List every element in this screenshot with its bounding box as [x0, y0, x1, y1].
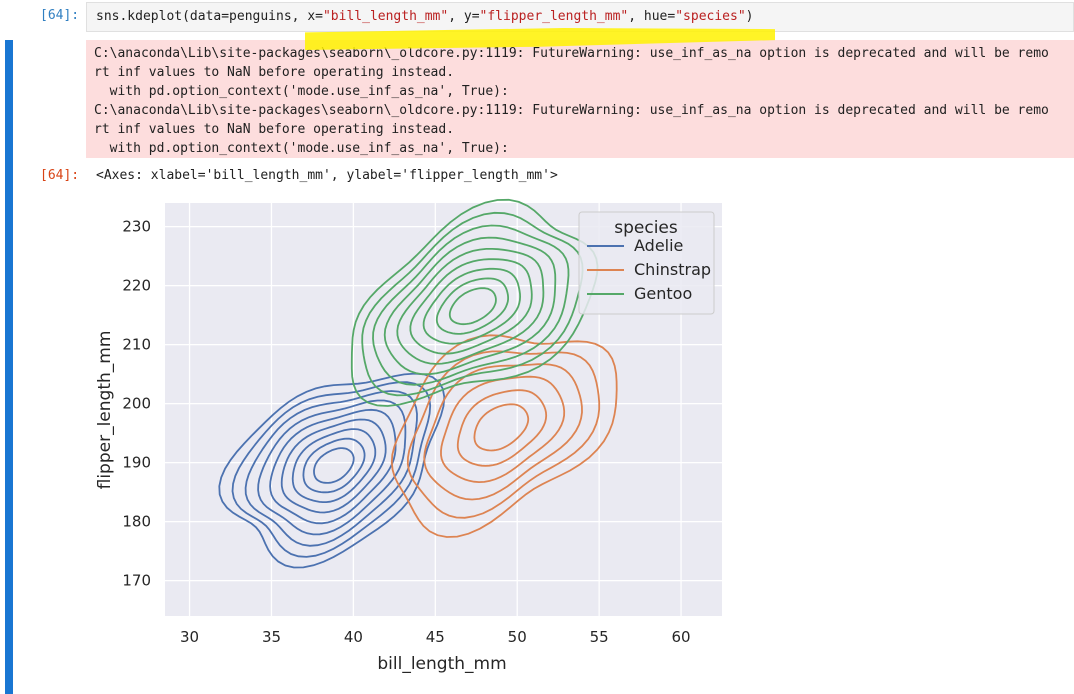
- x-tick-label: 35: [262, 628, 281, 646]
- code-x-string: "bill_length_mm": [322, 9, 449, 24]
- legend: species Adelie Chinstrap Gentoo: [578, 211, 715, 315]
- code-sep2: , hue=: [628, 9, 676, 24]
- code-y-string: "flipper_length_mm": [479, 9, 629, 24]
- stderr-line: with pd.option_context('mode.use_inf_as_…: [94, 84, 509, 99]
- code-line: sns.kdeplot(data=penguins, x="bill_lengt…: [96, 9, 754, 24]
- contour-line: [396, 248, 545, 365]
- code-fn: sns.kdeplot(data=penguins, x=: [96, 9, 323, 24]
- x-tick-label: 30: [180, 628, 199, 646]
- contour-line: [302, 437, 366, 494]
- contour-line: [473, 403, 530, 452]
- contour-line: [257, 399, 407, 536]
- y-axis-label: flipper_length_mm: [95, 331, 115, 490]
- contour-line: [423, 363, 583, 501]
- contour-line: [422, 267, 522, 345]
- y-tick-label: 220: [122, 277, 151, 295]
- contour-line: [440, 375, 566, 484]
- stderr-line: with pd.option_context('mode.use_inf_as_…: [94, 141, 509, 156]
- code-input[interactable]: sns.kdeplot(data=penguins, x="bill_lengt…: [86, 2, 1074, 32]
- y-tick-label: 180: [122, 513, 151, 531]
- x-tick-label: 45: [426, 628, 445, 646]
- contour-layer: [218, 198, 618, 569]
- contour-line: [313, 447, 355, 484]
- contour-line: [390, 334, 618, 538]
- y-tick-label: 230: [122, 218, 151, 236]
- contour-line: [231, 381, 432, 558]
- legend-label: Chinstrap: [634, 260, 711, 279]
- output-repr: <Axes: xlabel='bill_length_mm', ylabel='…: [96, 168, 558, 183]
- y-tick-label: 190: [122, 454, 151, 472]
- contour-line: [269, 408, 397, 525]
- contour-line: [409, 258, 533, 355]
- stderr-line: C:\anaconda\Lib\site-packages\seaborn\_o…: [94, 46, 1049, 61]
- contour-series-adelie: [218, 372, 446, 569]
- x-tick-label: 55: [590, 628, 609, 646]
- contour-line: [448, 287, 497, 326]
- input-prompt: [64]:: [40, 8, 80, 23]
- stderr-output: C:\anaconda\Lib\site-packages\seaborn\_o…: [86, 40, 1074, 158]
- output-prompt: [64]:: [40, 168, 80, 183]
- legend-title: species: [614, 218, 678, 238]
- contour-line: [435, 277, 509, 335]
- code-hue-string: "species": [675, 9, 746, 24]
- stderr-line: rt inf values to NaN before operating in…: [94, 122, 455, 137]
- code-sep1: , y=: [448, 9, 480, 24]
- y-tick-label: 210: [122, 336, 151, 354]
- contour-line: [244, 390, 418, 547]
- stderr-line: C:\anaconda\Lib\site-packages\seaborn\_o…: [94, 103, 1049, 118]
- legend-label: Adelie: [634, 236, 683, 255]
- contour-line: [350, 198, 599, 407]
- y-tick-label: 200: [122, 395, 151, 413]
- tick-labels: 30 35 40 45 50 55 60 170 180 190 200 210 220 230: [122, 218, 690, 646]
- contour-line: [291, 428, 377, 503]
- y-tick-label: 170: [122, 572, 151, 590]
- contour-series-chinstrap: [390, 334, 618, 538]
- x-axis-label: bill_length_mm: [377, 654, 506, 674]
- contour-line: [456, 389, 548, 467]
- contour-line: [372, 224, 570, 386]
- x-tick-label: 40: [344, 628, 363, 646]
- contour-line: [361, 211, 584, 397]
- contour-series-gentoo: [350, 198, 599, 407]
- contour-line: [383, 236, 557, 376]
- legend-label: Gentoo: [634, 284, 692, 303]
- stderr-line: rt inf values to NaN before operating in…: [94, 65, 455, 80]
- legend-box: [578, 211, 715, 315]
- cell-selection-bar[interactable]: [5, 40, 13, 694]
- x-tick-label: 50: [508, 628, 527, 646]
- contour-line: [280, 418, 387, 514]
- code-end: ): [745, 9, 754, 24]
- kde-plot: 30 35 40 45 50 55 60 170 180 190 200 210 220 230 bill…: [95, 198, 722, 674]
- contour-line: [218, 372, 446, 569]
- x-tick-label: 60: [671, 628, 690, 646]
